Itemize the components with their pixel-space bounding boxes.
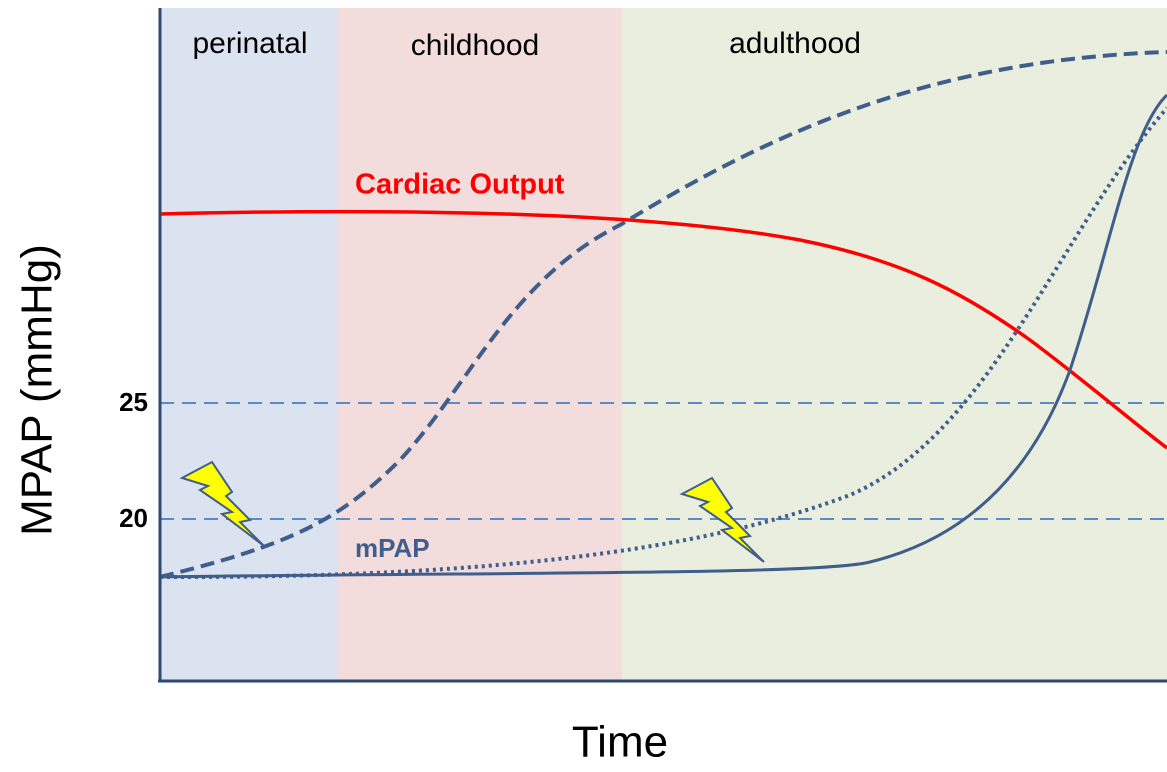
curve-label: mPAP: [355, 533, 430, 563]
lightning-icon: [679, 476, 765, 563]
cardiac-output-curve: [159, 209, 1167, 450]
adulthood-region: [622, 8, 1167, 680]
region-label: childhood: [411, 29, 539, 62]
y-axis-label: MPAP (mmHg): [13, 244, 62, 536]
tick-label: 20: [119, 503, 148, 533]
tick-label: 25: [119, 387, 148, 417]
childhood-region: [338, 8, 622, 680]
x-axis-label: Time: [572, 718, 668, 767]
curve-label: Cardiac Output: [355, 169, 565, 201]
dashed-curve: [159, 50, 1167, 579]
region-label: perinatal: [192, 27, 307, 60]
lightning-icon: [179, 460, 265, 547]
solid-curve: [159, 93, 1167, 579]
region-label: adulthood: [729, 27, 861, 60]
dotted-curve: [159, 106, 1167, 580]
perinatal-region: [160, 8, 338, 680]
